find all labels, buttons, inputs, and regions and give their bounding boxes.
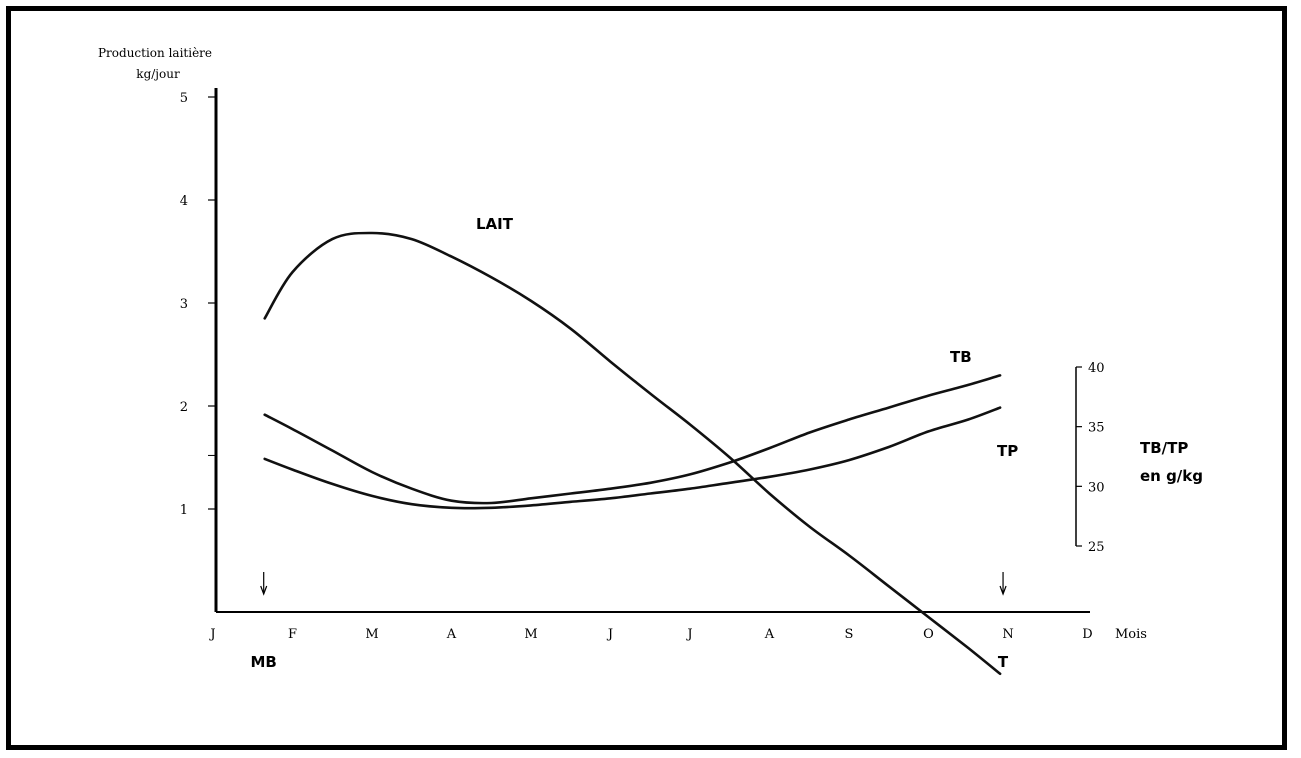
y2-tick-label: 35 bbox=[1088, 421, 1105, 436]
x-tick-label: A bbox=[764, 627, 775, 642]
y-axis-unit: kg/jour bbox=[136, 67, 180, 81]
y2-tick-label: 40 bbox=[1088, 361, 1105, 376]
x-tick-label: S bbox=[845, 627, 854, 642]
series-layer bbox=[263, 231, 1002, 676]
axes bbox=[208, 88, 1090, 613]
x-axis-label: Mois bbox=[1115, 627, 1147, 642]
x-tick-label: N bbox=[1002, 627, 1013, 642]
x-tick-label: J bbox=[606, 627, 613, 642]
y-tick-label: 4 bbox=[180, 194, 188, 209]
series-label-tp: TP bbox=[997, 442, 1018, 460]
marker-label: MB bbox=[251, 653, 277, 671]
y-tick-label: 2 bbox=[180, 400, 188, 415]
x-tick-label: F bbox=[288, 627, 297, 642]
marker-arrow-head bbox=[999, 585, 1007, 596]
x-tick-label: A bbox=[446, 627, 457, 642]
x-tick-label: D bbox=[1082, 627, 1092, 642]
y-tick-label: 3 bbox=[180, 297, 188, 312]
series-label-lait: LAIT bbox=[476, 215, 514, 233]
marker-arrow-head bbox=[260, 585, 268, 596]
y-tick-label: 1 bbox=[180, 503, 188, 518]
labels-layer: 1 2 3 4 5 Production laitière kg/jour J F M A M J J A S… bbox=[98, 46, 1203, 671]
x-tick-label: M bbox=[524, 627, 537, 642]
y-axis-label: Production laitière bbox=[98, 46, 212, 60]
y2-axis-unit: en g/kg bbox=[1140, 467, 1203, 485]
marker-label: T bbox=[998, 653, 1009, 671]
x-tick-label: J bbox=[208, 627, 215, 642]
series-line-tb bbox=[263, 374, 1002, 505]
y2-tick-label: 30 bbox=[1088, 480, 1105, 495]
chart-frame bbox=[6, 6, 1287, 750]
x-tick-label: J bbox=[685, 627, 692, 642]
series-line-tp bbox=[263, 406, 1002, 510]
x-tick-label: M bbox=[365, 627, 378, 642]
x-tick-label: O bbox=[923, 627, 934, 642]
y2-tick-label: 25 bbox=[1088, 540, 1105, 555]
y-tick-label: 5 bbox=[180, 91, 188, 106]
series-line-lait bbox=[263, 231, 1002, 676]
series-label-tb: TB bbox=[950, 348, 972, 366]
y2-axis-label: TB/TP bbox=[1140, 439, 1188, 457]
